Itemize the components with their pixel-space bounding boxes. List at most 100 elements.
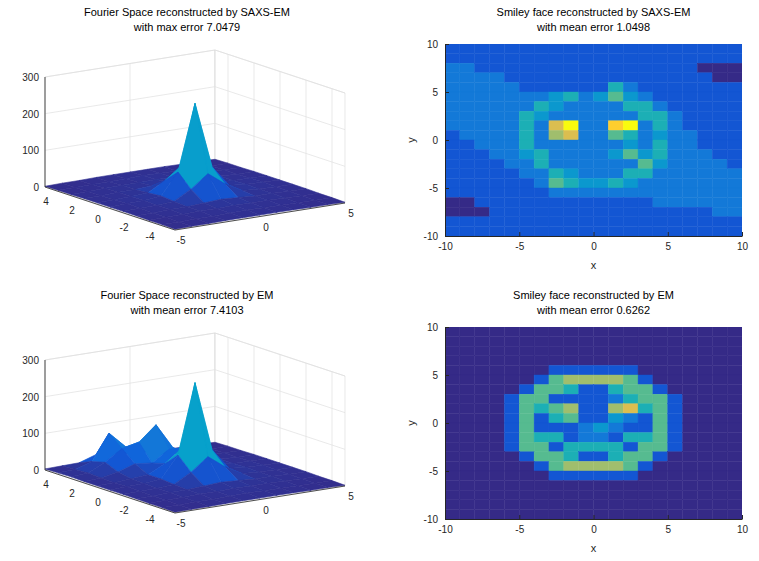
cell xyxy=(534,140,549,150)
cell xyxy=(712,337,727,347)
x-tick: 5 xyxy=(665,232,671,252)
cell xyxy=(519,490,534,500)
cell xyxy=(549,337,564,347)
cell xyxy=(608,327,623,337)
cell xyxy=(549,207,564,217)
cell xyxy=(460,73,475,83)
cell xyxy=(519,394,534,404)
cell xyxy=(727,423,742,433)
cell xyxy=(697,337,712,347)
cell xyxy=(564,500,579,510)
cell xyxy=(519,337,534,347)
cell xyxy=(653,461,668,471)
cell xyxy=(727,63,742,73)
cell xyxy=(445,413,460,423)
cell xyxy=(475,44,490,54)
cell xyxy=(727,461,742,471)
axes-pane xyxy=(215,333,345,486)
cell xyxy=(638,394,653,404)
y-axis-title: y xyxy=(405,420,417,426)
cell xyxy=(727,404,742,414)
cell xyxy=(608,130,623,140)
cell xyxy=(668,471,683,481)
title: Smiley face reconstructed by SAXS-EM xyxy=(497,6,691,18)
surface xyxy=(45,103,345,229)
cell xyxy=(564,54,579,64)
cell xyxy=(623,159,638,169)
y-tick-mark xyxy=(445,140,449,141)
cell xyxy=(668,500,683,510)
cell xyxy=(668,365,683,375)
cell xyxy=(668,442,683,452)
cell xyxy=(564,188,579,198)
cell xyxy=(475,150,490,160)
cell xyxy=(683,375,698,385)
cell xyxy=(608,509,623,519)
cell xyxy=(653,217,668,227)
x-tick-label: 5 xyxy=(665,241,671,252)
cell xyxy=(504,481,519,491)
cell xyxy=(697,385,712,395)
cell xyxy=(638,452,653,462)
cell xyxy=(475,509,490,519)
cell xyxy=(727,188,742,198)
x-tick: 10 xyxy=(737,232,749,252)
cell xyxy=(638,44,653,54)
x-tick: 0 xyxy=(591,232,597,252)
cell xyxy=(549,490,564,500)
cell xyxy=(697,82,712,92)
cell xyxy=(490,169,505,179)
cell xyxy=(519,471,534,481)
cell xyxy=(475,102,490,112)
cell xyxy=(697,217,712,227)
cell xyxy=(712,442,727,452)
cell xyxy=(712,82,727,92)
cell xyxy=(608,226,623,236)
cell xyxy=(727,207,742,217)
cell xyxy=(623,217,638,227)
cell xyxy=(445,385,460,395)
cell xyxy=(504,121,519,131)
cell xyxy=(564,471,579,481)
cell xyxy=(519,365,534,375)
cell xyxy=(638,102,653,112)
title: Smiley face reconstructed by EM xyxy=(513,289,674,301)
cell xyxy=(683,54,698,64)
cell xyxy=(683,130,698,140)
cell xyxy=(490,121,505,131)
grid-line xyxy=(280,72,281,182)
cell xyxy=(445,63,460,73)
cell xyxy=(564,130,579,140)
cell xyxy=(653,169,668,179)
cell xyxy=(460,346,475,356)
cell xyxy=(549,375,564,385)
cell xyxy=(490,509,505,519)
z-axis-line xyxy=(45,360,46,470)
cell xyxy=(504,394,519,404)
cell xyxy=(504,442,519,452)
cell xyxy=(608,159,623,169)
y-tick: 5 xyxy=(432,87,449,98)
cell xyxy=(594,385,609,395)
cell xyxy=(608,102,623,112)
cell xyxy=(727,471,742,481)
cell xyxy=(697,509,712,519)
y-tick-label: -2 xyxy=(120,505,129,516)
y-tick-mark xyxy=(445,188,449,189)
cell xyxy=(727,490,742,500)
cell xyxy=(683,169,698,179)
cell xyxy=(683,73,698,83)
cell xyxy=(549,394,564,404)
cell xyxy=(683,471,698,481)
cell xyxy=(623,121,638,131)
cell xyxy=(504,346,519,356)
cell xyxy=(697,490,712,500)
cell xyxy=(683,500,698,510)
cell xyxy=(668,130,683,140)
cell xyxy=(504,44,519,54)
x-tick-label: 0 xyxy=(263,222,269,233)
cell xyxy=(712,471,727,481)
cell xyxy=(608,121,623,131)
cell xyxy=(697,73,712,83)
cell xyxy=(549,44,564,54)
